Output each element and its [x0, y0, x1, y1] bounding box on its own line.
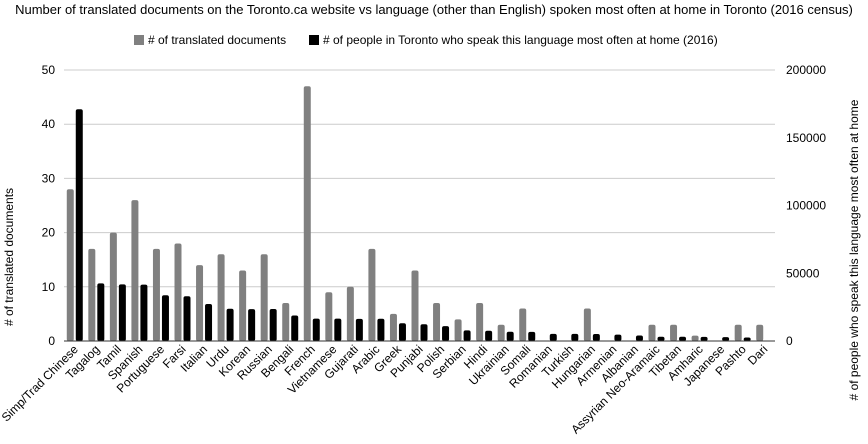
legend-label-speakers: # of people in Toronto who speak this la… [323, 33, 718, 47]
bar-speakers [183, 296, 191, 341]
category-label: Simp/Trad Chinese [0, 342, 81, 424]
category-labels: Simp/Trad ChineseTagalogTamilSpanishPort… [0, 342, 770, 437]
left-tick-label: 50 [42, 63, 56, 77]
bar-translated-docs [282, 303, 290, 341]
bar-translated-docs [691, 335, 699, 341]
left-tick-label: 0 [48, 334, 55, 348]
bar-translated-docs [260, 254, 268, 341]
bar-translated-docs [583, 308, 591, 341]
bar-speakers [657, 336, 665, 341]
bar-translated-docs [131, 200, 139, 341]
bar-speakers [355, 318, 363, 341]
bar-translated-docs [670, 324, 678, 341]
bar-translated-docs [303, 86, 311, 341]
bar-speakers [75, 109, 83, 341]
bar-translated-docs [519, 308, 527, 341]
bar-speakers [679, 336, 687, 341]
bar-translated-docs [411, 270, 419, 341]
bar-translated-docs [648, 324, 656, 341]
left-axis-ticks: 0 10 20 30 40 50 [42, 63, 56, 348]
bar-translated-docs [325, 292, 333, 341]
bar-speakers [420, 324, 428, 341]
right-tick-label: 200000 [786, 63, 826, 77]
category-label: Dari [745, 342, 770, 367]
bar-speakers [722, 337, 730, 341]
bar-speakers [442, 326, 450, 341]
bar-translated-docs [217, 254, 225, 341]
bar-translated-docs [497, 324, 505, 341]
bar-speakers [291, 315, 299, 341]
legend-label-translated-docs: # of translated documents [148, 33, 286, 47]
bar-speakers [398, 323, 406, 341]
bar-speakers [743, 337, 751, 341]
bar-speakers [377, 318, 385, 341]
bar-translated-docs [368, 248, 376, 341]
bar-translated-docs [109, 232, 117, 341]
right-tick-label: 50000 [786, 266, 820, 280]
bar-translated-docs [66, 189, 74, 341]
bar-translated-docs [734, 324, 742, 341]
right-tick-label: 100000 [786, 199, 826, 213]
bar-translated-docs [152, 248, 160, 341]
bar-translated-docs [88, 248, 96, 341]
legend: # of translated documents # of people in… [134, 33, 718, 47]
bar-speakers [506, 331, 514, 341]
bar-speakers [161, 295, 169, 341]
bar-translated-docs [433, 303, 441, 341]
chart-title: Number of translated documents on the To… [15, 2, 853, 17]
bar-speakers [205, 304, 213, 341]
bar-speakers [635, 335, 643, 341]
bar-speakers [571, 333, 579, 341]
right-axis-title: # of people who speak this language most… [847, 99, 861, 400]
bar-speakers [248, 309, 256, 341]
bar-translated-docs [476, 303, 484, 341]
legend-swatch-translated-docs [134, 35, 144, 45]
bar-translated-docs [196, 265, 204, 341]
right-tick-label: 150000 [786, 131, 826, 145]
bar-speakers [140, 284, 148, 341]
bar-speakers [592, 333, 600, 341]
bar-speakers [97, 283, 105, 341]
bar-translated-docs [346, 286, 354, 341]
bar-translated-docs [174, 243, 182, 341]
left-tick-label: 30 [42, 171, 56, 185]
bars [64, 86, 775, 342]
bar-translated-docs [756, 324, 764, 341]
bar-speakers [700, 336, 708, 341]
bar-speakers [312, 318, 320, 341]
left-tick-label: 10 [42, 280, 56, 294]
bar-speakers [485, 330, 493, 341]
left-tick-label: 20 [42, 226, 56, 240]
left-tick-label: 40 [42, 117, 56, 131]
bar-speakers [549, 333, 557, 341]
left-axis-title: # of translated documents [2, 188, 16, 326]
bar-translated-docs [389, 313, 397, 341]
bar-speakers [463, 330, 471, 341]
legend-swatch-speakers [309, 35, 319, 45]
bar-translated-docs [239, 270, 247, 341]
gridlines [64, 69, 775, 342]
bar-speakers [226, 308, 234, 341]
bar-speakers [118, 284, 126, 341]
bar-speakers [334, 318, 342, 341]
right-tick-label: 0 [786, 334, 793, 348]
right-axis-ticks: 0 50000 100000 150000 200000 [786, 63, 826, 348]
bar-translated-docs [454, 319, 462, 341]
bar-speakers [528, 331, 536, 341]
bar-speakers [269, 309, 277, 341]
bar-speakers [614, 334, 622, 341]
